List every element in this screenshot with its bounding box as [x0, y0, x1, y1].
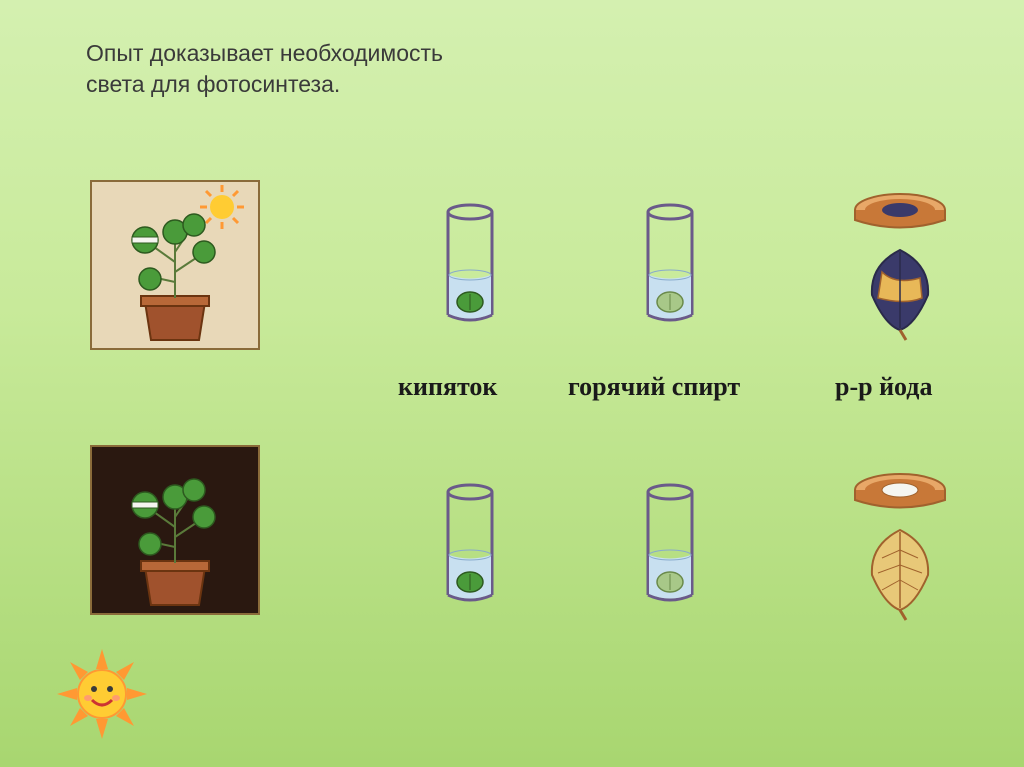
plant-dark-condition: [90, 445, 260, 615]
beaker-alcohol-dark: [635, 480, 705, 610]
plant-light-condition: [90, 180, 260, 350]
beaker-boiling-dark: [435, 480, 505, 610]
beaker-alcohol-light: [635, 200, 705, 330]
label-iodine: р-р йода: [835, 372, 932, 402]
label-boiling: кипяток: [398, 372, 497, 402]
title-line-2: света для фотосинтеза.: [86, 71, 340, 97]
experiment-title: Опыт доказывает необходимость света для …: [86, 38, 443, 100]
sun-decoration-icon: [55, 647, 150, 747]
label-alcohol: горячий спирт: [568, 372, 740, 402]
title-line-1: Опыт доказывает необходимость: [86, 40, 443, 66]
iodine-light: [840, 185, 960, 350]
beaker-boiling-light: [435, 200, 505, 330]
iodine-dark: [840, 465, 960, 630]
